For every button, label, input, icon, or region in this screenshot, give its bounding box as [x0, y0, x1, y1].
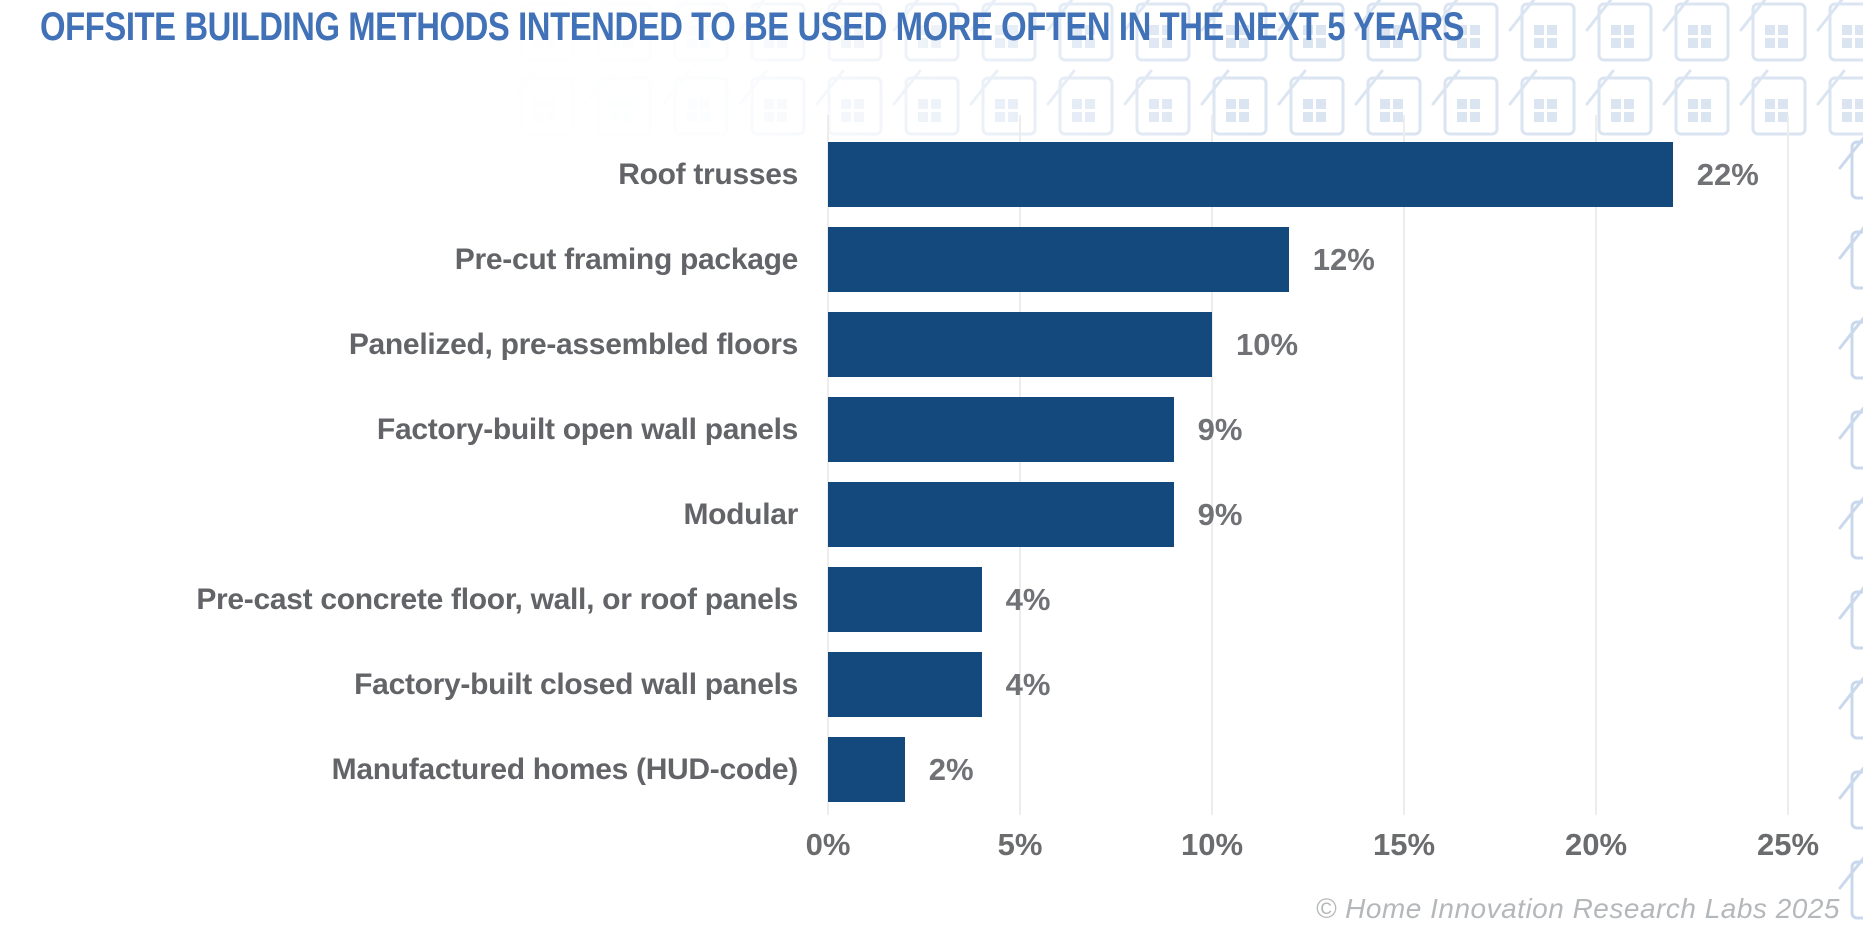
house-icon	[1838, 496, 1863, 560]
chart-title: OFFSITE BUILDING METHODS INTENDED TO BE …	[40, 5, 1465, 49]
gridline-10%	[1211, 115, 1213, 815]
house-icon	[1838, 226, 1863, 290]
value-label: 22%	[1696, 157, 1759, 192]
bar	[828, 652, 982, 717]
value-label: 4%	[1005, 582, 1051, 617]
value-label: 2%	[928, 752, 974, 787]
x-axis-tick-label: 20%	[1564, 827, 1628, 862]
bar	[828, 567, 982, 632]
bar	[828, 397, 1174, 462]
bar	[828, 312, 1212, 377]
x-axis-tick-label: 10%	[1180, 827, 1244, 862]
gridline-5%	[1019, 115, 1021, 815]
watermark-fade-overlay	[0, 0, 1863, 165]
house-icon	[1838, 856, 1863, 920]
category-label: Factory-built open wall panels	[376, 413, 798, 446]
bar	[828, 737, 905, 802]
category-label: Pre-cast concrete floor, wall, or roof p…	[196, 583, 798, 616]
x-axis-tick-label: 25%	[1756, 827, 1820, 862]
x-axis-tick-label: 15%	[1372, 827, 1436, 862]
value-label: 9%	[1197, 412, 1243, 447]
house-icon	[1862, 946, 1863, 947]
x-axis-tick-label: 0%	[805, 827, 851, 862]
value-label: 4%	[1005, 667, 1051, 702]
house-icon	[1838, 136, 1863, 200]
gridline-15%	[1403, 115, 1405, 815]
category-label: Factory-built closed wall panels	[354, 668, 798, 701]
value-label: 9%	[1197, 497, 1243, 532]
value-label: 10%	[1236, 327, 1299, 362]
category-label: Manufactured homes (HUD-code)	[331, 753, 799, 786]
category-label: Panelized, pre-assembled floors	[348, 328, 798, 361]
gridline-20%	[1595, 115, 1597, 815]
gridline-25%	[1787, 115, 1789, 815]
category-label: Roof trusses	[618, 158, 798, 191]
bar	[828, 482, 1174, 547]
house-icon	[1838, 676, 1863, 740]
attribution-text: © Home Innovation Research Labs 2025	[1315, 893, 1840, 924]
house-pattern-watermark-right	[1838, 110, 1863, 947]
value-label: 12%	[1312, 242, 1375, 277]
house-icon	[1838, 406, 1863, 470]
category-label: Pre-cut framing package	[454, 243, 799, 276]
category-label: Modular	[683, 498, 798, 531]
bar	[828, 227, 1289, 292]
house-icon	[1838, 316, 1863, 380]
gridline-0%	[827, 115, 829, 815]
bar	[828, 142, 1673, 207]
house-icon	[1838, 586, 1863, 650]
x-axis-tick-label: 5%	[997, 827, 1043, 862]
house-icon	[1838, 766, 1863, 830]
